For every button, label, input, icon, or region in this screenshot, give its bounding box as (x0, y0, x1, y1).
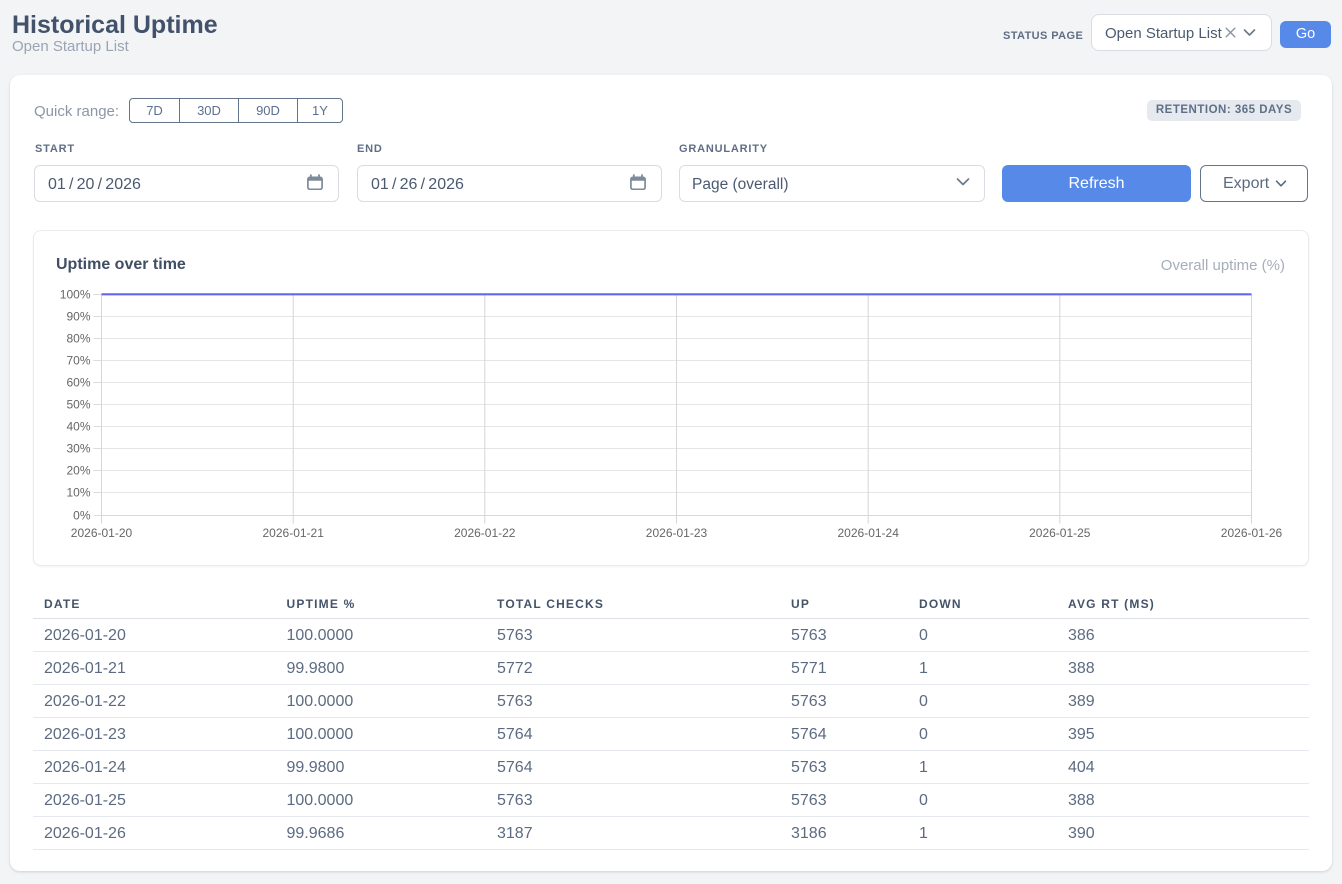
svg-text:2026-01-22: 2026-01-22 (454, 526, 516, 540)
svg-text:2026-01-23: 2026-01-23 (646, 526, 708, 540)
svg-text:2026-01-24: 2026-01-24 (838, 526, 900, 540)
svg-text:30%: 30% (66, 442, 90, 456)
svg-text:2026-01-26: 2026-01-26 (1221, 526, 1283, 540)
svg-text:70%: 70% (66, 354, 90, 368)
svg-text:10%: 10% (66, 486, 90, 500)
svg-text:80%: 80% (66, 332, 90, 346)
svg-text:60%: 60% (66, 376, 90, 390)
svg-text:2026-01-21: 2026-01-21 (263, 526, 325, 540)
svg-text:100%: 100% (60, 288, 91, 302)
svg-text:40%: 40% (66, 420, 90, 434)
svg-text:2026-01-20: 2026-01-20 (71, 526, 133, 540)
svg-text:90%: 90% (66, 310, 90, 324)
svg-text:50%: 50% (66, 398, 90, 412)
svg-text:2026-01-25: 2026-01-25 (1029, 526, 1091, 540)
svg-text:20%: 20% (66, 464, 90, 478)
svg-text:0%: 0% (73, 509, 91, 523)
